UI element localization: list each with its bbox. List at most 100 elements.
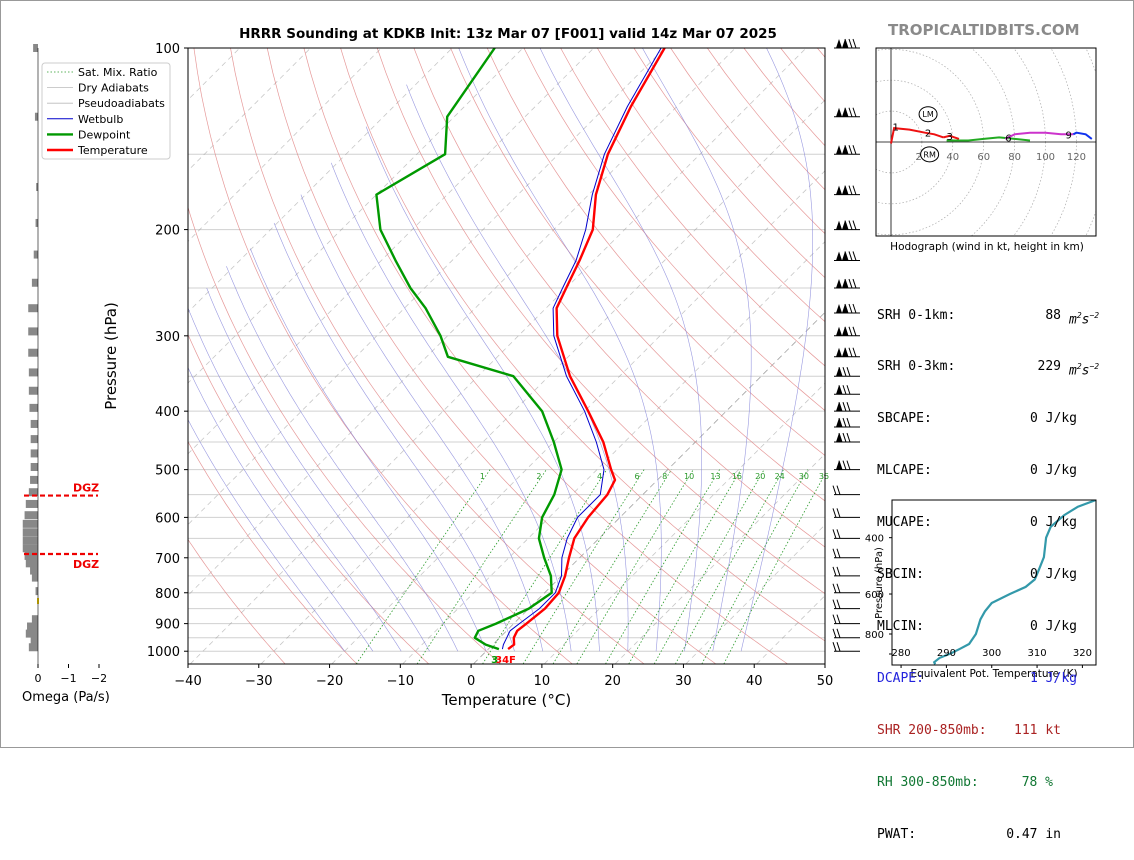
- barb-tick: [846, 385, 851, 395]
- x-tick-label: −20: [316, 674, 343, 689]
- wind-barb: [834, 385, 860, 395]
- dry-adiabat: [266, 48, 717, 664]
- dgz-label: DGZ: [73, 558, 99, 571]
- barb-flag: [836, 433, 842, 443]
- wind-barb: [832, 642, 860, 652]
- stat-value: 0 J/kg: [1030, 567, 1077, 583]
- barb-tick: [848, 347, 853, 357]
- mixing-ratio-label: 4: [597, 472, 602, 481]
- stat-row: MUCAPE: 0 J/kg: [877, 514, 1077, 531]
- hodograph-ring-label: 60: [977, 152, 990, 163]
- ept-x-tick-label: 300: [982, 648, 1001, 659]
- omega-axis-label: Omega (Pa/s): [22, 690, 110, 705]
- barb-tick: [836, 529, 841, 539]
- wind-barb: [832, 508, 860, 518]
- stat-unit: m2s−2: [1069, 362, 1100, 379]
- wind-barb: [832, 583, 860, 594]
- wetbulb-line: [501, 48, 662, 650]
- barb-tick: [832, 566, 837, 577]
- omega-bar: [25, 559, 38, 568]
- surface-dewpoint-label: 3: [491, 655, 498, 666]
- barb-flag: [836, 367, 842, 377]
- wind-barb: [832, 548, 860, 559]
- pseudoadiabat: [539, 48, 702, 652]
- barb-tick: [842, 367, 847, 377]
- hodograph-ring-label: 100: [1036, 152, 1055, 163]
- hodograph-height-label: 3: [947, 132, 953, 143]
- barb-tick: [838, 432, 843, 443]
- mixing-ratio-line: [416, 469, 547, 664]
- storm-motion-marker: [918, 106, 938, 123]
- barb-tick: [838, 402, 843, 412]
- mixing-ratio-label: 24: [775, 472, 785, 481]
- barb-tick: [842, 460, 847, 470]
- temperature-line: [507, 48, 666, 651]
- stat-label: SHR 200-850mb:: [877, 722, 987, 738]
- stat-row: PWAT: 0.47 in: [877, 826, 1061, 843]
- omega-bar: [24, 511, 38, 520]
- barb-tick: [844, 347, 849, 357]
- omega-tick-label: −2: [91, 672, 107, 685]
- skewt-plot-area: [188, 48, 825, 664]
- barb-flag: [842, 39, 848, 48]
- omega-bar: [28, 368, 38, 377]
- barb-tick: [848, 38, 853, 49]
- barb-tick: [838, 417, 843, 428]
- barb-flag: [836, 39, 842, 48]
- pseudoadiabat: [330, 162, 572, 652]
- omega-bar: [30, 419, 38, 428]
- isotherm-line: [188, 48, 665, 526]
- omega-bar: [33, 250, 38, 259]
- dry-adiabat: [486, 48, 825, 456]
- barb-tick: [846, 417, 851, 428]
- pseudoadiabat: [206, 287, 430, 652]
- barb-tick: [844, 185, 849, 195]
- omega-bar: [27, 622, 38, 631]
- pseudoadiabat: [188, 419, 345, 652]
- sounding-figure: 1 2 4 6 8 10 13 16 20 24 30 3634F310020030040050060…: [22, 38, 1097, 689]
- barb-tick: [852, 220, 857, 230]
- hodograph-ring-label: 40: [946, 152, 959, 163]
- pseudoadiabat: [226, 266, 459, 652]
- y-tick-label: 500: [155, 464, 180, 479]
- pseudoadiabat: [365, 126, 600, 652]
- barb-tick: [836, 548, 841, 558]
- barb-tick: [836, 642, 841, 652]
- barb-tick: [836, 566, 841, 577]
- stat-value: 0 J/kg: [1030, 515, 1077, 531]
- dry-adiabat: [523, 48, 825, 412]
- dry-adiabat: [188, 206, 501, 664]
- barb-tick: [836, 628, 841, 638]
- wind-barb: [834, 367, 860, 377]
- omega-bar: [28, 386, 38, 395]
- hodograph-height-label: 1: [892, 123, 898, 134]
- barb-flag: [836, 279, 842, 289]
- omega-bar: [31, 615, 38, 624]
- skewt-frame: [187, 47, 826, 665]
- stat-label: SBCIN:: [877, 567, 924, 583]
- dry-adiabat: [340, 48, 825, 642]
- barb-tick: [842, 432, 847, 443]
- isotherm-line: [188, 48, 524, 384]
- barb-flag: [836, 347, 842, 357]
- wind-barb: [834, 460, 860, 471]
- wind-barb: [834, 107, 860, 118]
- legend-entry: Sat. Mix. Ratio: [78, 66, 158, 79]
- wind-barb: [834, 278, 860, 289]
- mixing-ratio-line: [482, 469, 608, 664]
- y-tick-label: 200: [155, 224, 180, 239]
- stat-row: RH 300-850mb: 78 %: [877, 774, 1053, 791]
- dry-adiabat: [596, 48, 825, 323]
- mixing-ratio-label: 30: [799, 472, 809, 481]
- stat-value: 78 %: [1021, 774, 1053, 790]
- barb-tick: [836, 485, 841, 495]
- stat-value: 0 J/kg: [1030, 411, 1077, 427]
- ept-x-tick-label: 290: [937, 648, 956, 659]
- barb-tick: [832, 599, 837, 609]
- omega-bar: [28, 488, 38, 497]
- barb-tick: [832, 628, 837, 638]
- barb-flag: [836, 418, 842, 428]
- barb-tick: [836, 599, 841, 609]
- omega-bar: [30, 636, 38, 645]
- dewpoint-line: [375, 48, 563, 651]
